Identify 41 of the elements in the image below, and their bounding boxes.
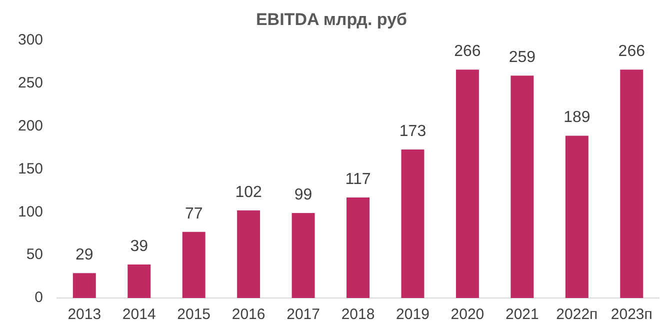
data-label: 99: [294, 186, 312, 204]
x-tick-label: 2021: [506, 306, 539, 324]
bar: [128, 264, 151, 298]
bar: [620, 70, 644, 298]
y-tick-label: 50: [26, 246, 44, 264]
y-tick-label: 100: [18, 203, 44, 220]
data-label: 102: [235, 184, 262, 201]
y-tick-label: 300: [18, 32, 44, 49]
x-tick-label: 2013: [68, 306, 102, 324]
x-tick-label: 2018: [341, 306, 375, 324]
data-label: 77: [184, 205, 203, 222]
data-label: 29: [75, 246, 94, 264]
y-tick-label: 200: [18, 117, 44, 134]
y-tick-label: 0: [34, 289, 44, 306]
bar: [401, 149, 424, 298]
bar: [346, 198, 370, 298]
data-label: 266: [454, 43, 481, 60]
bar: [510, 76, 534, 298]
x-tick-label: 2014: [122, 306, 156, 324]
data-label: 259: [508, 49, 536, 66]
y-tick-label: 250: [18, 74, 44, 92]
bar: [72, 273, 96, 298]
bar: [456, 70, 479, 298]
bar: [565, 136, 588, 298]
x-tick-label: 2023п: [610, 306, 652, 324]
x-tick-label: 2015: [177, 306, 211, 324]
x-tick-label: 2019: [396, 306, 430, 324]
bar: [182, 232, 206, 298]
chart-title: EBITDA млрд. руб: [256, 10, 408, 29]
x-tick-label: 2020: [450, 306, 484, 324]
x-tick-label: 2022п: [556, 306, 598, 324]
bar: [292, 212, 315, 298]
data-label: 117: [345, 170, 371, 188]
data-label: 39: [130, 238, 148, 255]
data-label: 266: [618, 43, 646, 60]
y-tick-label: 150: [18, 160, 44, 178]
data-label: 189: [564, 109, 590, 126]
data-label: 173: [399, 122, 426, 140]
x-tick-label: 2017: [286, 306, 320, 324]
bar: [237, 210, 260, 298]
x-tick-label: 2016: [232, 306, 266, 324]
